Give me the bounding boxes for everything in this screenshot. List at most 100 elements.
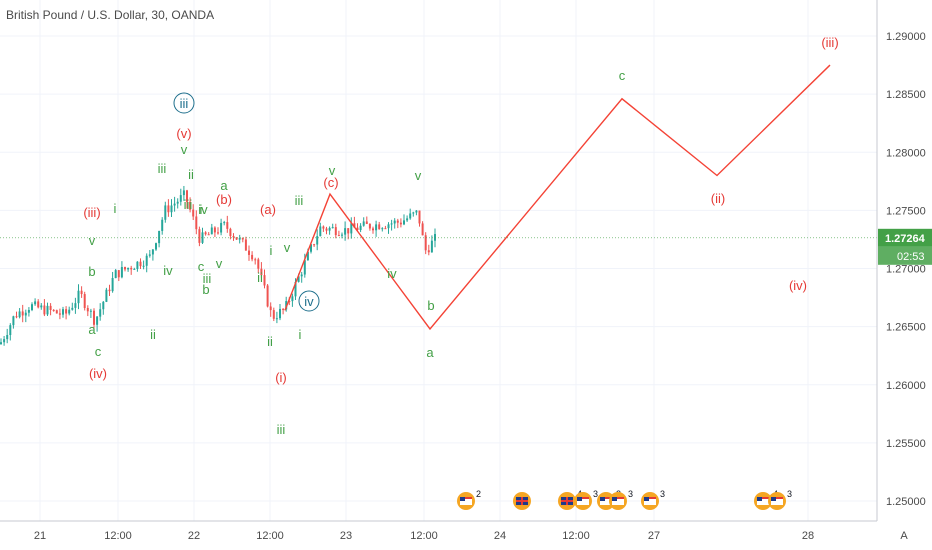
wave-label: iii [295, 193, 304, 208]
candle-body [269, 306, 272, 311]
candle-body [24, 312, 27, 316]
candle-body [9, 325, 12, 336]
wave-label: ii [188, 167, 194, 182]
x-tick-label: 12:00 [410, 530, 438, 542]
wave-label: iii [184, 197, 193, 212]
candle-body [136, 261, 139, 269]
candle-body [393, 220, 396, 224]
candle-body [182, 190, 185, 196]
wave-label: (b) [216, 192, 232, 207]
y-tick-label: 1.25000 [886, 496, 926, 508]
candle-body [155, 243, 157, 250]
wave-label: a [88, 322, 96, 337]
event-count: 3 [628, 489, 633, 499]
candle-body [114, 270, 117, 279]
candle-body [279, 308, 281, 319]
x-tick-label: 21 [34, 530, 46, 542]
candle-body [6, 335, 9, 340]
candle-body [80, 290, 83, 295]
x-tick-label: 27 [648, 530, 660, 542]
candle-body [179, 195, 182, 202]
event-markers[interactable]: 24323343 [457, 489, 792, 510]
candle-body [226, 222, 229, 229]
candle-body [403, 220, 405, 225]
wave-label: ii [150, 327, 156, 342]
candle-body [161, 219, 164, 231]
us-flag-canton [612, 497, 617, 501]
candle-body [21, 311, 24, 316]
candle-body [313, 244, 316, 246]
x-tick-label: 22 [188, 530, 200, 542]
candle-body [62, 309, 64, 315]
wave-label: (iv) [89, 366, 107, 381]
candle-body [43, 305, 46, 315]
candle-body [229, 228, 232, 236]
candle-body [34, 301, 37, 305]
candle-body [186, 190, 188, 202]
countdown-label: 02:53 [897, 251, 925, 263]
current-price-tag [878, 228, 932, 247]
candle-body [353, 223, 356, 228]
candle-body [275, 318, 278, 320]
candle-body [3, 339, 6, 343]
us-flag-stripe [577, 497, 589, 499]
candle-body [164, 205, 167, 220]
wave-label: iv [387, 266, 397, 281]
candle-body [201, 232, 204, 243]
us-flag-stripe [600, 497, 612, 499]
wave-label: (iii) [83, 205, 100, 220]
candle-body [322, 226, 325, 229]
candle-body [430, 240, 433, 253]
candle-body [341, 234, 343, 236]
candle-body [130, 267, 133, 270]
candle-body [235, 237, 238, 240]
us-flag-stripe [757, 497, 769, 499]
wave-label: (a) [260, 202, 276, 217]
candle-body [217, 232, 219, 234]
candle-body [378, 224, 381, 230]
wave-label-circle [173, 92, 195, 114]
candle-body [294, 281, 297, 297]
candle-body [198, 229, 201, 243]
wave-label: (iv) [789, 278, 807, 293]
candle-body [350, 223, 353, 234]
candle-body [344, 228, 347, 235]
candle-body [372, 228, 374, 231]
us-flag-canton [600, 497, 605, 501]
candle-body [0, 342, 2, 345]
event-count: 3 [787, 489, 792, 499]
wave-label: c [95, 344, 102, 359]
candle-body [74, 303, 77, 308]
candle-body [412, 212, 415, 214]
candle-body [427, 250, 430, 253]
candle-body [381, 228, 384, 230]
candle-body [99, 309, 102, 317]
wave-label: i [270, 243, 273, 258]
wave-label: (ii) [711, 191, 725, 206]
us-flag-canton [757, 497, 762, 501]
candle-body [77, 290, 80, 304]
us-flag-canton [460, 497, 465, 501]
candle-body [328, 227, 331, 231]
candle-body [310, 244, 312, 252]
candle-body [15, 316, 18, 318]
candle-body [58, 313, 61, 315]
projection-path [284, 64, 831, 331]
wave-label: c [198, 259, 205, 274]
wave-label: a [426, 345, 434, 360]
wave-label: (i) [275, 370, 287, 385]
candle-body [409, 213, 412, 219]
candle-body [31, 304, 33, 310]
candle-body [384, 228, 387, 230]
candle-body [83, 294, 86, 308]
x-tick-label: 24 [494, 530, 506, 542]
candle-body [254, 259, 257, 261]
candle-body [303, 260, 306, 275]
candle-body [65, 309, 68, 314]
candle-body [260, 268, 263, 276]
axis-mode-button[interactable]: A [900, 530, 908, 542]
x-tick-label: 12:00 [256, 530, 284, 542]
